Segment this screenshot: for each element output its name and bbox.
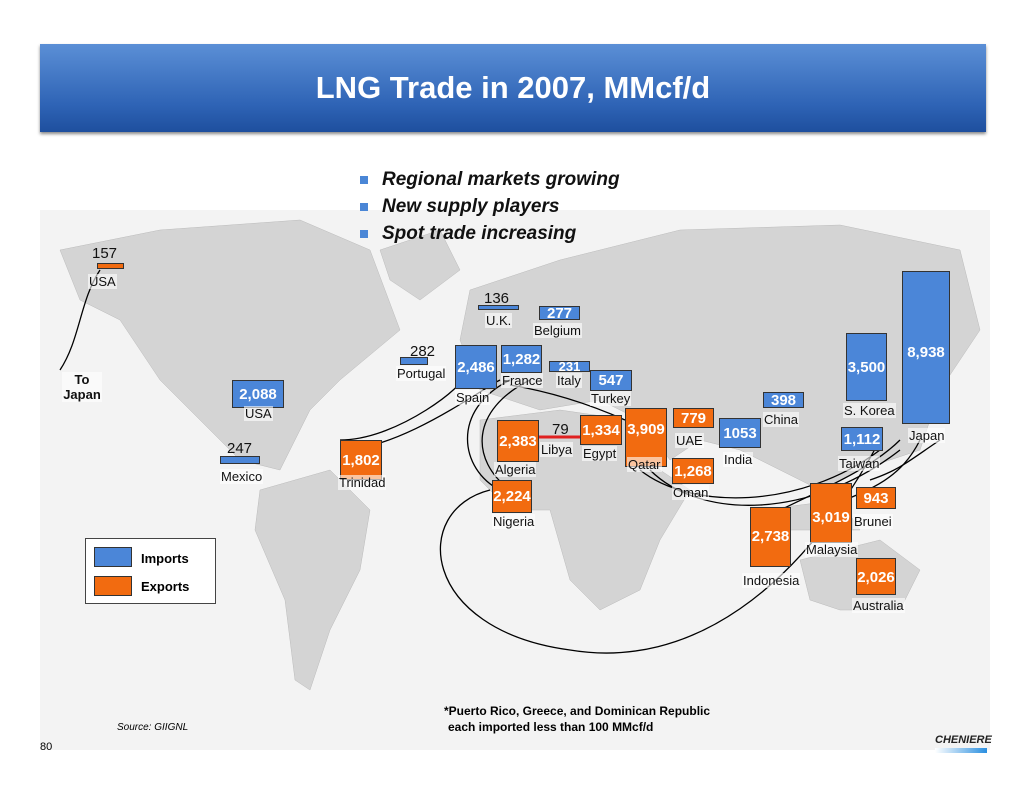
turkey-label: Turkey	[590, 391, 632, 406]
footnote-line-1: *Puerto Rico, Greece, and Dominican Repu…	[444, 704, 711, 718]
algeria-label: Algeria	[494, 462, 537, 477]
brunei-box: 943	[856, 487, 896, 509]
indonesia-box: 2,738	[750, 507, 791, 567]
australia-box: 2,026	[856, 558, 896, 595]
france-label: France	[501, 373, 544, 388]
australia-label: Australia	[852, 598, 905, 613]
italy-box: 231	[549, 359, 590, 374]
libya-value: 79	[552, 421, 569, 438]
india-label: India	[723, 452, 754, 467]
bullet-item: Regional markets growing	[360, 166, 620, 193]
malaysia-label: Malaysia	[805, 542, 859, 557]
alaska-value: 157	[92, 245, 118, 262]
italy-label: Italy	[556, 373, 582, 388]
malaysia-box: 3,019	[810, 483, 852, 543]
bullet-text: New supply players	[382, 196, 560, 217]
bullet-text: Regional markets growing	[382, 169, 620, 190]
libya-label: Libya	[540, 442, 574, 457]
india-box: 1053	[719, 418, 761, 448]
cheniere-logo: CHENIERE	[935, 734, 992, 746]
portugal-bar	[400, 357, 428, 365]
nigeria-label: Nigeria	[492, 514, 536, 529]
bullet-icon	[360, 229, 368, 238]
bullet-list: Regional markets growing New supply play…	[360, 166, 620, 247]
bullet-icon	[360, 175, 368, 184]
france-box: 1,282	[501, 345, 542, 373]
egypt-label: Egypt	[582, 446, 618, 461]
nigeria-box: 2,224	[492, 480, 532, 513]
source-note: Source: GIIGNL	[117, 722, 189, 733]
logo-swoosh-icon	[935, 748, 987, 753]
china-box: 398	[763, 392, 804, 409]
portugal-value: 282	[410, 343, 436, 360]
trinidad-label: Trinidad	[338, 475, 387, 490]
bullet-icon	[360, 202, 368, 211]
uae-box: 779	[673, 408, 714, 428]
bullet-item: Spot trade increasing	[360, 220, 620, 247]
footnote-line-2: each imported less than 100 MMcf/d	[448, 720, 654, 734]
alaska-export-bar	[97, 263, 124, 269]
uk-bar	[478, 305, 519, 310]
belgium-box: 277	[539, 305, 580, 322]
taiwan-label: Taiwan	[838, 456, 881, 471]
slide-title: LNG Trade in 2007, MMcf/d	[315, 70, 711, 105]
to-japan-label: To Japan	[62, 372, 102, 402]
algeria-box: 2,383	[497, 420, 539, 462]
japan-label: Japan	[908, 428, 946, 443]
imports-swatch	[94, 547, 132, 567]
title-bar: LNG Trade in 2007, MMcf/d	[40, 44, 986, 132]
turkey-box: 547	[590, 370, 632, 391]
bullet-item: New supply players	[360, 193, 620, 220]
japan-box: 8,938	[902, 271, 950, 424]
page-number: 80	[40, 741, 53, 753]
belgium-label: Belgium	[533, 323, 582, 338]
trinidad-box: 1,802	[340, 440, 382, 480]
exports-legend-label: Exports	[141, 579, 190, 594]
bullet-text: Spot trade increasing	[382, 223, 577, 244]
spain-box: 2,486	[455, 345, 497, 389]
usa-label: USA	[244, 406, 273, 421]
qatar-label: Qatar	[627, 457, 662, 472]
oman-box: 1,268	[672, 458, 714, 484]
taiwan-box: 1,112	[841, 427, 883, 451]
usa-box: 2,088	[232, 380, 284, 408]
indonesia-label: Indonesia	[742, 573, 801, 588]
egypt-box: 1,334	[580, 415, 622, 445]
south-korea-label: S. Korea	[843, 403, 896, 418]
oman-label: Oman	[672, 485, 710, 500]
spain-label: Spain	[455, 390, 491, 405]
uk-label: U.K.	[485, 313, 513, 328]
legend: Imports Exports	[85, 538, 216, 604]
mexico-label: Mexico	[220, 469, 264, 484]
portugal-label: Portugal	[396, 366, 447, 381]
uae-label: UAE	[675, 433, 704, 448]
brunei-label: Brunei	[853, 514, 893, 529]
imports-legend-label: Imports	[141, 551, 189, 566]
south-korea-box: 3,500	[846, 333, 887, 401]
mexico-bar	[220, 456, 260, 464]
alaska-label: USA	[88, 274, 117, 289]
exports-swatch	[94, 576, 132, 596]
china-label: China	[763, 412, 799, 427]
uk-value: 136	[484, 290, 510, 307]
mexico-value: 247	[227, 440, 253, 457]
